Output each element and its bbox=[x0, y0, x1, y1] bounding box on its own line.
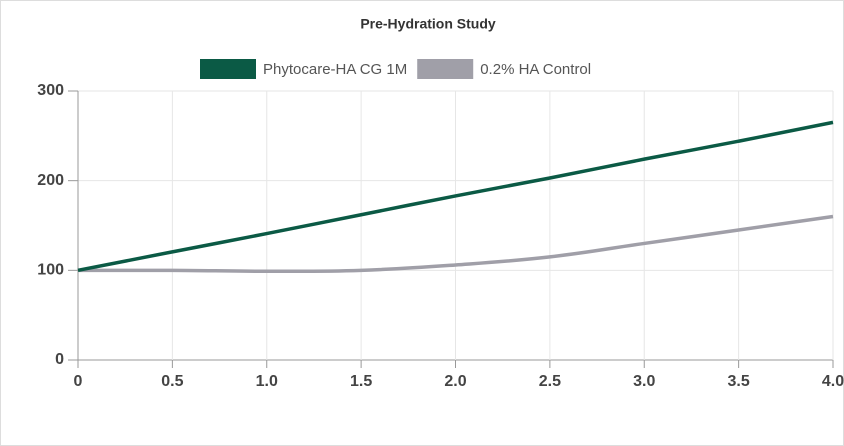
y-tick-label: 100 bbox=[37, 262, 64, 279]
legend-label: 0.2% HA Control bbox=[480, 61, 591, 78]
x-tick-label: 1.0 bbox=[256, 373, 278, 390]
x-tick-label: 3.0 bbox=[633, 373, 655, 390]
series-line bbox=[77, 120, 834, 273]
x-tick-label: 2.0 bbox=[444, 373, 466, 390]
chart-title: Pre-Hydration Study bbox=[360, 16, 496, 32]
legend-label: Phytocare-HA CG 1M bbox=[263, 61, 407, 78]
y-tick-label: 0 bbox=[55, 351, 64, 368]
x-tick-label: 0.5 bbox=[161, 373, 183, 390]
series-line bbox=[77, 214, 834, 274]
legend-swatch bbox=[417, 59, 474, 79]
x-tick-label: 1.5 bbox=[350, 373, 372, 390]
legend-swatch bbox=[200, 59, 256, 79]
x-tick-label: 4.0 bbox=[822, 373, 844, 390]
x-tick-label: 2.5 bbox=[539, 373, 561, 390]
x-tick-label: 3.5 bbox=[728, 373, 750, 390]
y-tick-label: 200 bbox=[37, 172, 64, 189]
x-tick-label: 0 bbox=[74, 373, 83, 390]
y-tick-label: 300 bbox=[37, 82, 64, 99]
